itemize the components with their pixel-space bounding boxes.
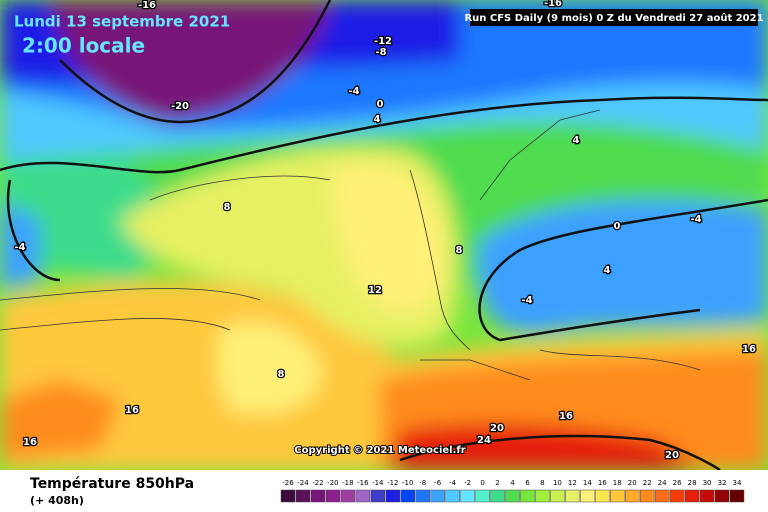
contour-labels: -16 -16 -12-8 -4 -20 0 4 4 8 -4 0 -4 8 4 12 -4 8 16 16 16 16… xyxy=(13,0,757,462)
legend-swatch xyxy=(625,489,640,503)
legend-tick-label: -12 xyxy=(387,479,398,487)
legend-swatch xyxy=(325,489,341,503)
legend-tick-label: -22 xyxy=(312,479,323,487)
contour-label: 24 xyxy=(477,435,491,446)
field-title: Température 850hPa xyxy=(30,476,194,492)
legend-tick-label: 16 xyxy=(598,479,607,487)
legend-swatch xyxy=(699,489,715,503)
legend-swatch xyxy=(415,489,430,503)
contour-label: 0 xyxy=(377,99,384,110)
legend-tick-label: 10 xyxy=(553,479,562,487)
legend-swatch xyxy=(520,489,535,503)
legend-swatch xyxy=(295,489,311,503)
legend-tick-label: -8 xyxy=(419,479,426,487)
legend-tick-label: -14 xyxy=(372,479,384,487)
lead-time: (+ 408h) xyxy=(30,494,84,507)
date: Lundi 13 septembre 2021 xyxy=(14,13,230,31)
contour-label: 16 xyxy=(23,437,37,448)
legend-swatch xyxy=(580,489,595,503)
contour-label: -4 xyxy=(348,86,359,97)
legend-tick-label: 26 xyxy=(673,479,682,487)
legend-tick-label: -2 xyxy=(464,479,471,487)
contour-label: 8 xyxy=(456,245,463,256)
contour-label: -4 xyxy=(690,214,701,225)
contour-label: 16 xyxy=(559,411,573,422)
contour-label: 8 xyxy=(224,202,231,213)
legend-tick-label: 14 xyxy=(583,479,592,487)
run-info: Run CFS Daily (9 mois) 0 Z du Vendredi 2… xyxy=(464,12,763,24)
contour-label: 4 xyxy=(573,135,580,146)
legend-tick-label: 12 xyxy=(568,479,577,487)
temperature-field xyxy=(0,0,768,472)
legend-tick-label: 28 xyxy=(688,479,697,487)
legend-swatch xyxy=(430,489,445,503)
contour-label: 20 xyxy=(665,450,679,461)
contour-label: -16 xyxy=(138,0,156,11)
legend-tick-label: -18 xyxy=(342,479,353,487)
legend-swatch xyxy=(310,489,326,503)
legend-tick-label: 2 xyxy=(495,479,499,487)
legend-tick-label: 20 xyxy=(628,479,637,487)
legend-swatch xyxy=(370,489,386,503)
legend-swatch xyxy=(729,489,745,503)
legend-tick-label: 18 xyxy=(613,479,622,487)
copyright: Copyright © 2021 Meteociel.fr xyxy=(294,445,465,456)
legend-swatch xyxy=(684,489,700,503)
legend-swatch xyxy=(639,489,655,503)
contour-label: 12 xyxy=(368,285,382,296)
legend-tick-label: 8 xyxy=(540,479,544,487)
legend-swatch xyxy=(475,489,490,503)
legend-tick-label: -10 xyxy=(402,479,413,487)
contour-label: 16 xyxy=(742,344,756,355)
legend-tick-label: 6 xyxy=(525,479,530,487)
legend-tick-label: -16 xyxy=(357,479,369,487)
legend-swatch xyxy=(400,489,415,503)
legend-tick-label: -24 xyxy=(297,479,309,487)
legend-tick-label: 4 xyxy=(510,479,515,487)
contour-label: 16 xyxy=(125,405,139,416)
legend-tick-label: -4 xyxy=(449,479,457,487)
legend-swatch xyxy=(714,489,730,503)
legend-swatch xyxy=(445,489,460,503)
legend-tick-label: 34 xyxy=(733,479,742,487)
legend-swatch xyxy=(355,489,371,503)
run-box xyxy=(470,9,758,26)
contour-label: -4 xyxy=(521,295,532,306)
legend-swatch xyxy=(535,489,550,503)
contour-label: 8 xyxy=(278,369,285,380)
legend-tick-label: -6 xyxy=(434,479,442,487)
legend-tick-label: 0 xyxy=(480,479,484,487)
contour-label: 4 xyxy=(604,265,611,276)
legend-swatch xyxy=(595,489,610,503)
legend-tick-label: -26 xyxy=(282,479,294,487)
legend-swatch xyxy=(385,489,400,503)
legend-tick-label: 22 xyxy=(643,479,652,487)
legend-swatch xyxy=(460,489,475,503)
contour-label: -4 xyxy=(14,242,25,253)
contour-label: -16 xyxy=(544,0,562,9)
contour-label: -12 xyxy=(374,36,392,47)
legend-tick-label: 32 xyxy=(718,479,727,487)
legend-swatch xyxy=(340,489,356,503)
contour-label: -20 xyxy=(171,101,189,112)
contour-label: -8 xyxy=(375,47,386,58)
legend-tick-label: -20 xyxy=(327,479,338,487)
legend-swatch xyxy=(550,489,565,503)
color-legend: -26 -24 -22 -20 -18 -16 -14 -12 -10 -8 -6 -4 -2 0 2 4 6 8… xyxy=(280,479,745,503)
legend-swatch xyxy=(669,489,685,503)
contour-label: 0 xyxy=(614,221,621,232)
legend-swatch xyxy=(565,489,580,503)
contour-label: 4 xyxy=(374,114,381,125)
legend-swatch xyxy=(654,489,670,503)
local-time: 2:00 locale xyxy=(22,34,145,58)
legend-swatch xyxy=(280,489,296,503)
legend-swatch xyxy=(490,489,505,503)
legend-swatch xyxy=(610,489,625,503)
legend-tick-label: 24 xyxy=(658,479,667,487)
legend-tick-label: 30 xyxy=(703,479,712,487)
contour-label: 20 xyxy=(490,423,504,434)
legend-swatch xyxy=(505,489,520,503)
